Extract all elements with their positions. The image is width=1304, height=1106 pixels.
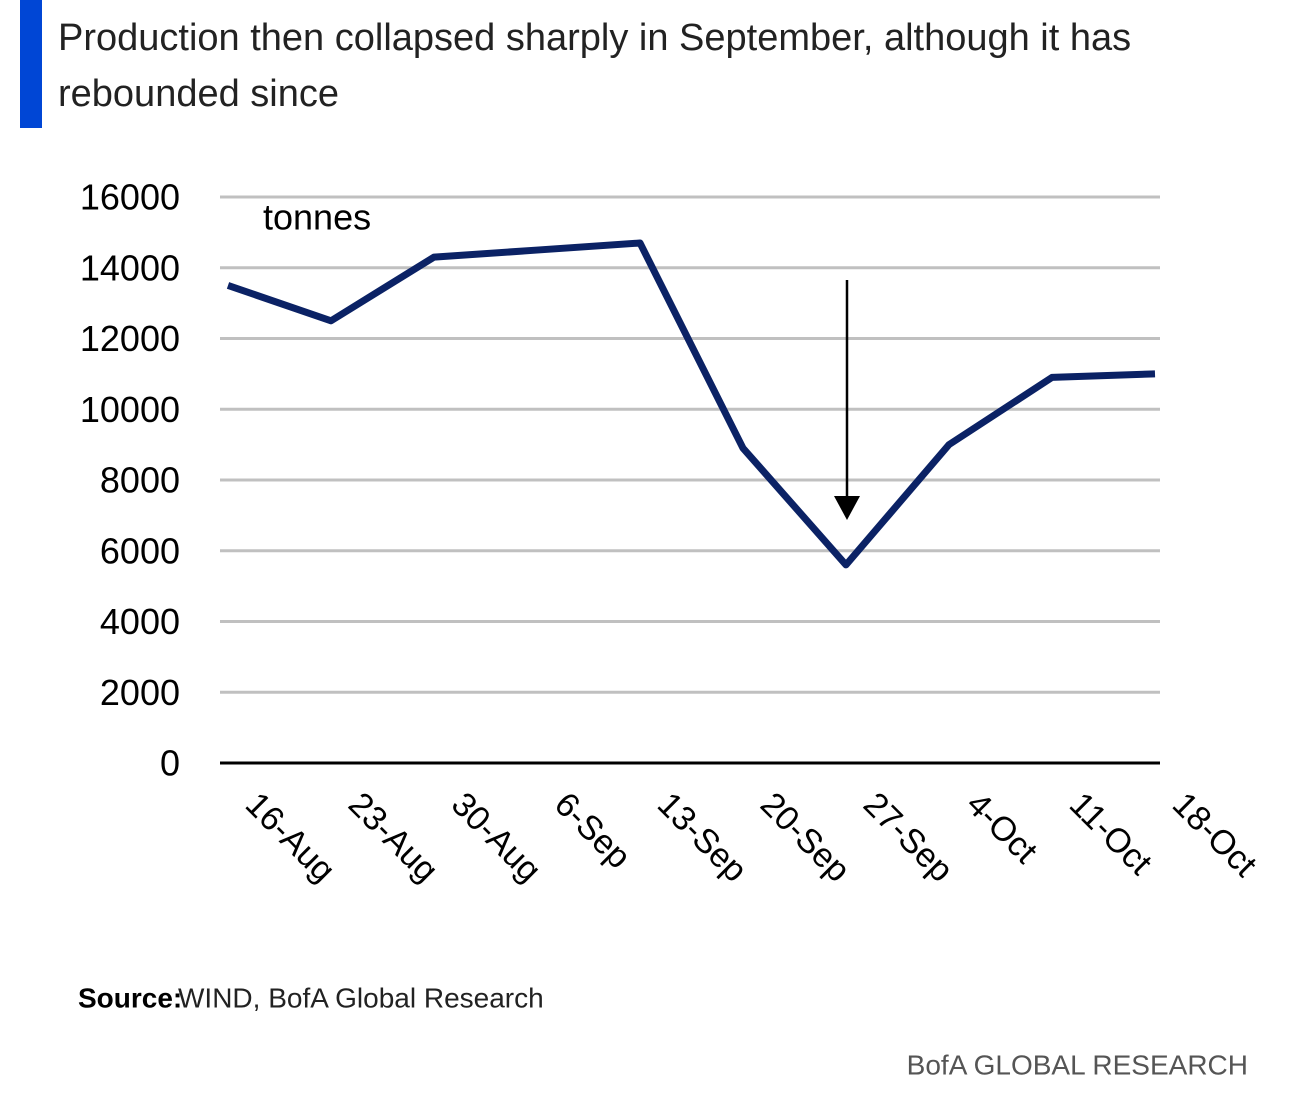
y-tick-label: 8000 — [100, 460, 180, 501]
y-tick-label: 2000 — [100, 672, 180, 713]
y-tick-label: 16000 — [80, 177, 180, 218]
plot: 0 2000 4000 6000 8000 10000 12000 14000 16000 16-… — [80, 177, 1265, 890]
x-tick-label: 13-Sep — [650, 785, 754, 889]
x-tick-label: 20-Sep — [753, 785, 857, 889]
x-tick-label: 4-Oct — [959, 785, 1045, 871]
line-series — [226, 239, 1156, 569]
y-axis-label: tonnes — [263, 197, 371, 238]
x-tick-label: 6-Sep — [547, 785, 638, 876]
source: WIND, BofA Global Research — [178, 982, 544, 1013]
y-tick-label: 4000 — [100, 601, 180, 642]
y-tick-label: 14000 — [80, 247, 180, 288]
x-tick-label: 27-Sep — [856, 785, 960, 889]
x-tick-label: 11-Oct — [1062, 785, 1160, 883]
x-tick-label: 23-Aug — [341, 785, 445, 889]
y-tick-label: 12000 — [80, 318, 180, 359]
arrow-head — [834, 496, 860, 520]
y-tick-label: 10000 — [80, 389, 180, 430]
y-tick-label: 6000 — [100, 530, 180, 571]
x-tick-label: 16-Aug — [238, 785, 342, 889]
brand: BofA GLOBAL RESEARCH — [907, 1049, 1248, 1080]
x-tick-label: 18-Oct — [1165, 785, 1264, 884]
title-bar — [20, 0, 42, 128]
y-tick-label: 0 — [160, 743, 180, 784]
source-label: Source: — [78, 982, 182, 1013]
x-tick-label: 30-Aug — [444, 785, 548, 889]
title-box: Production then collapsed sharply in Sep… — [58, 17, 1132, 115]
chart-title: Production then collapsed sharply in Sep… — [58, 17, 1132, 115]
